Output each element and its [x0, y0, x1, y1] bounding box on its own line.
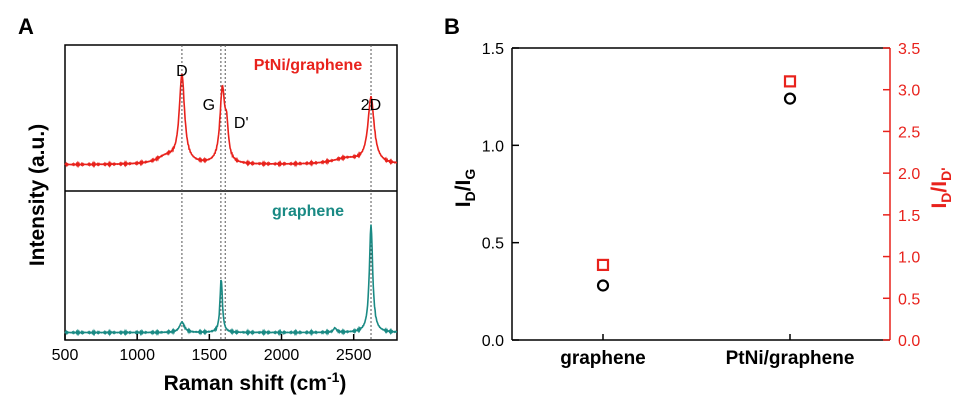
left-tick-label: 1.5 — [482, 41, 504, 58]
right-title-sub2: D' — [938, 167, 954, 180]
right-tick-label: 1.5 — [898, 208, 920, 225]
panel-b-letter: B — [444, 14, 460, 39]
peak-label: D — [176, 63, 188, 80]
right-tick-label: 2.5 — [898, 124, 920, 141]
id-idprime-marker — [783, 75, 797, 88]
peak-label: D' — [234, 115, 249, 132]
x-tick-label: 1500 — [192, 347, 228, 364]
spectrum-line-0 — [64, 73, 397, 169]
panel-b-ratio-plot: 0.0 0.5 1.0 1.5 0.0 0.5 1.0 1.5 2.0 2.5 3.0 3.5 gr… — [482, 41, 921, 369]
right-tick-label: 3.0 — [898, 83, 920, 100]
panel-a-frame — [64, 44, 398, 341]
left-title-sub2: G — [462, 169, 478, 180]
left-tick-label: 0.5 — [482, 236, 504, 253]
x-title-main: Raman shift (cm — [164, 372, 327, 395]
category-label: PtNi/graphene — [726, 348, 855, 369]
right-tick-label: 0.0 — [898, 333, 920, 350]
right-tick-label: 3.5 — [898, 41, 920, 58]
x-tick-label: 2500 — [336, 347, 372, 364]
x-tick-label: 500 — [52, 347, 79, 364]
panel-b-left-ticks: 0.0 0.5 1.0 1.5 — [482, 41, 519, 350]
peak-labels: DG D' 2D — [176, 63, 381, 132]
right-tick-label: 1.0 — [898, 250, 920, 267]
id-ig-marker — [783, 92, 797, 105]
right-title-i: I — [928, 203, 951, 209]
x-tick-label: 2000 — [264, 347, 300, 364]
left-title-i: I — [452, 201, 475, 207]
panel-b-markers — [596, 75, 797, 292]
id-ig-marker — [596, 279, 610, 292]
series-label: PtNi/graphene — [254, 57, 363, 74]
panel-a-letter: A — [18, 14, 34, 39]
x-title-end: ) — [339, 372, 346, 395]
id-idprime-marker — [596, 258, 610, 272]
left-tick-label: 0.0 — [482, 333, 504, 350]
panel-b-right-axis-title: ID/ID' — [928, 167, 954, 208]
left-tick-label: 1.0 — [482, 138, 504, 155]
right-tick-label: 2.0 — [898, 166, 920, 183]
category-label: graphene — [560, 348, 646, 369]
panel-b-left-axis-title: ID/IG — [452, 169, 478, 208]
left-title-sub1: D — [462, 191, 478, 201]
panel-a-y-axis-title: Intensity (a.u.) — [26, 124, 49, 266]
peak-label: G — [203, 97, 215, 114]
panel-b-categories: graphene PtNi/graphene — [560, 334, 854, 369]
spectra-lines — [64, 73, 397, 337]
right-title-sub1: D — [938, 193, 954, 203]
left-title-sep: /I — [452, 180, 475, 192]
x-tick-label: 1000 — [119, 347, 155, 364]
panel-b-right-ticks: 0.0 0.5 1.0 1.5 2.0 2.5 3.0 3.5 — [883, 41, 920, 350]
series-label: graphene — [272, 203, 344, 220]
right-title-sep: /I — [928, 181, 951, 193]
spectrum-line-1 — [64, 224, 397, 337]
panel-a-x-ticks: 500 1000 1500 2000 2500 — [52, 334, 372, 364]
peak-label: 2D — [361, 97, 381, 114]
panel-a-x-axis-title: Raman shift (cm-1) — [164, 369, 347, 395]
series-labels: PtNi/graphene graphene — [254, 57, 363, 220]
panel-a-raman-spectra: DG D' 2D PtNi/graphene graphene 500 1000 1500… — [52, 44, 398, 364]
x-title-sup: -1 — [327, 369, 340, 385]
peak-guide-lines — [181, 45, 372, 340]
right-tick-label: 0.5 — [898, 291, 920, 308]
